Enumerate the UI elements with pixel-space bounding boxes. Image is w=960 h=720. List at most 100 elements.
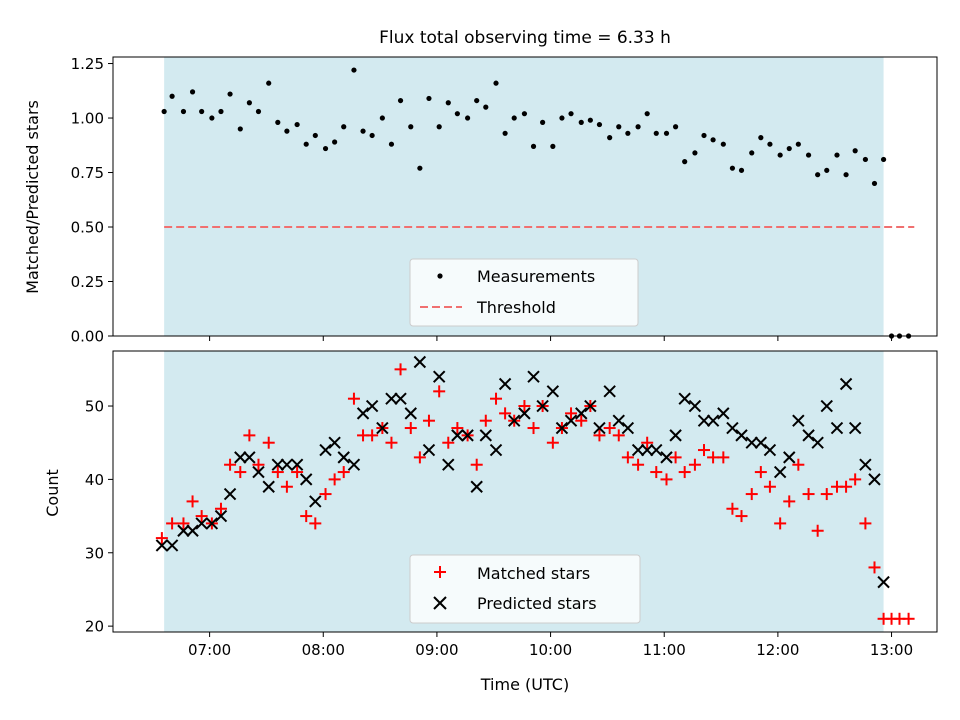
predicted-star-point (650, 443, 663, 457)
ratio-x-ticks (209, 336, 893, 341)
measurement-point (815, 172, 821, 178)
measurement-point (682, 159, 688, 165)
predicted-star-point (404, 407, 417, 420)
x-stroke-b (811, 436, 824, 449)
y-axis-label-ratio: Matched/Predicted stars (23, 100, 42, 294)
y-tick-label: 30 (85, 544, 104, 562)
x-stroke-b (697, 414, 711, 427)
matched-star-point (451, 422, 464, 435)
x-stroke-b (498, 377, 512, 391)
measurement-points (161, 67, 912, 339)
x-stroke-b (432, 370, 446, 383)
matched-star-point (632, 458, 645, 471)
legend-label-threshold: Threshold (476, 298, 556, 317)
measurement-point (521, 111, 528, 117)
matched-star-point (470, 458, 483, 471)
matched-star-point (442, 436, 455, 449)
measurement-point (578, 119, 584, 125)
x-stroke-b (792, 414, 805, 427)
measurement-point (625, 130, 631, 136)
matched-star-point (394, 363, 407, 376)
y-tick-label: 0.00 (71, 328, 104, 346)
predicted-star-point (507, 414, 521, 427)
matched-star-point (820, 488, 833, 501)
x-stroke-b (309, 495, 322, 508)
matched-star-point (754, 466, 767, 479)
measurement-point (663, 130, 670, 136)
matched-star-point (641, 436, 654, 449)
predicted-star-point (451, 429, 464, 442)
x-axis-label: Time (UTC) (480, 675, 569, 694)
predicted-star-point (347, 458, 361, 471)
predicted-star-point (223, 487, 237, 501)
matched-star-point (660, 473, 673, 486)
legend-label-measurements: Measurements (477, 267, 595, 286)
predicted-star-point (660, 451, 673, 464)
y-tick-label: 50 (85, 398, 104, 416)
matched-star-point (802, 488, 815, 501)
predicted-star-point (356, 407, 370, 420)
x-stroke-b (640, 443, 654, 457)
y-tick-label: 1.00 (71, 110, 104, 128)
predicted-star-point (877, 575, 890, 589)
predicted-star-point (155, 539, 169, 552)
y-tick-label: 20 (85, 618, 104, 636)
matched-star-point (328, 473, 341, 486)
x-stroke-b (593, 421, 606, 435)
x-stroke-b (489, 443, 503, 457)
measurement-point (511, 115, 517, 121)
x-stroke-b (575, 407, 588, 420)
measurement-point (672, 124, 679, 130)
predicted-star-point (792, 414, 805, 427)
matched-star-point (669, 451, 682, 464)
x-stroke-b (584, 399, 597, 413)
measurement-point (550, 143, 556, 149)
matched-star-point (707, 451, 720, 464)
x-stroke-b (394, 392, 407, 405)
measurement-point (805, 152, 812, 158)
predicted-star-point (214, 509, 228, 523)
matched-star-point (155, 532, 168, 545)
matched-star-point (186, 495, 199, 508)
count-x-ticks: 07:00 08:00 09:00 10:00 11:00 12:00 13:00 (188, 632, 913, 659)
measurement-point (465, 115, 471, 121)
measurement-point (322, 145, 329, 152)
measurement-point (275, 119, 281, 125)
matched-star-point (565, 407, 578, 420)
measurement-point (559, 115, 565, 121)
predicted-star-point (754, 436, 768, 449)
measurement-point (635, 124, 641, 130)
matched-star-point (849, 473, 862, 486)
x-stroke-b (479, 429, 492, 442)
plot-frame-count (112, 350, 938, 633)
matched-star-point (575, 414, 588, 427)
measurement-point (834, 152, 840, 158)
predicted-star-point (319, 443, 332, 457)
measurement-point (284, 128, 290, 134)
measurement-point (692, 150, 698, 156)
measurement-point (824, 167, 830, 173)
measurement-point (720, 141, 726, 147)
predicted-star-point (612, 414, 625, 427)
x-stroke-b (385, 392, 398, 405)
predicted-star-point (243, 451, 256, 464)
matched-star-point (840, 480, 853, 493)
matched-star-point (385, 436, 398, 449)
x-stroke-b (271, 458, 285, 471)
y-tick-label: 1.25 (71, 55, 104, 73)
x-stroke-b (337, 451, 350, 464)
x-stroke-b (518, 407, 531, 420)
matched-star-point (271, 466, 284, 479)
predicted-star-point (498, 377, 512, 391)
matched-star-point (527, 422, 540, 435)
predicted-star-point (365, 399, 379, 413)
predicted-star-point (328, 436, 341, 449)
matched-star-point (621, 451, 634, 464)
matched-star-point (792, 458, 805, 471)
x-tick-label: 11:00 (643, 641, 686, 659)
x-stroke-b (868, 473, 881, 486)
matched-star-point (650, 466, 663, 479)
count-points (155, 355, 915, 625)
matched-star-point (612, 429, 625, 442)
x-stroke-b (461, 429, 474, 442)
